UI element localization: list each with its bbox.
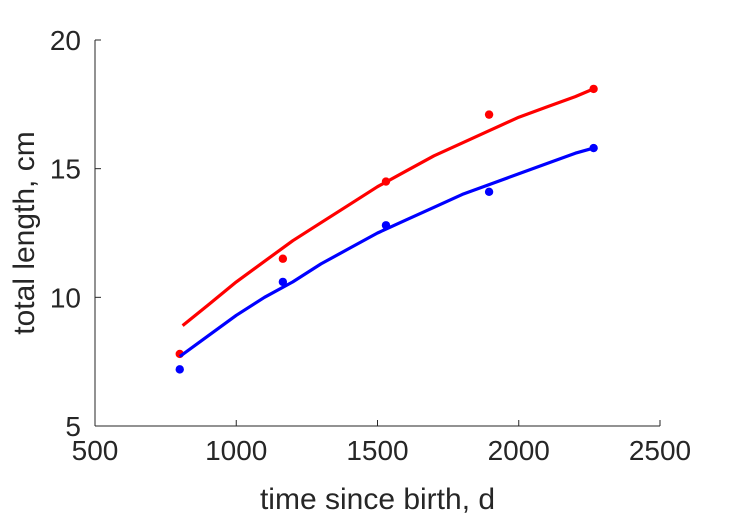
data-point <box>381 221 391 230</box>
x-tick-label: 1000 <box>205 435 267 466</box>
x-tick-label: 500 <box>72 435 119 466</box>
x-tick-label: 1500 <box>346 435 408 466</box>
data-point <box>381 177 391 186</box>
x-tick-label: 2000 <box>488 435 550 466</box>
y-tick-label: 5 <box>65 411 81 442</box>
y-tick-label: 15 <box>50 154 81 185</box>
fit-curve <box>178 146 595 358</box>
series-2 <box>175 143 598 374</box>
x-axis-label: time since birth, d <box>260 483 495 516</box>
data-point <box>278 277 288 287</box>
fit-curve <box>181 87 595 327</box>
series-1 <box>175 84 598 359</box>
y-tick-label: 20 <box>50 25 81 56</box>
y-tick-label: 10 <box>50 282 81 313</box>
data-point <box>484 110 494 119</box>
data-point <box>175 365 184 374</box>
data-point <box>589 84 598 94</box>
data-point <box>589 143 598 153</box>
series-layer <box>175 84 598 374</box>
axes: 500 1000 1500 2000 2500 5 10 15 20 <box>50 25 691 466</box>
data-point <box>278 254 288 263</box>
x-tick-label: 2500 <box>629 435 691 466</box>
y-axis-label: total length, cm <box>8 131 41 334</box>
data-point <box>484 187 494 197</box>
